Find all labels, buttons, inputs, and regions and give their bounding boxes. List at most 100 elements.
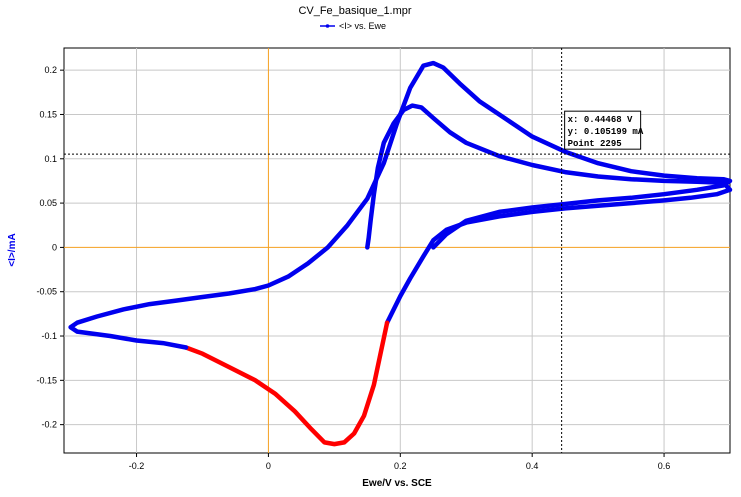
data-point	[408, 276, 412, 280]
series-line	[365, 103, 733, 325]
data-point	[728, 179, 732, 183]
y-tick-label: -0.15	[36, 375, 57, 385]
x-tick-label: 0	[266, 461, 271, 471]
data-point	[662, 192, 666, 196]
data-point	[253, 378, 257, 382]
data-point	[200, 352, 205, 356]
data-point	[444, 228, 449, 232]
y-tick-label: -0.1	[41, 331, 57, 341]
data-point	[695, 180, 699, 184]
data-point	[273, 392, 277, 396]
data-point	[148, 302, 152, 306]
data-point	[382, 161, 386, 165]
data-point	[629, 169, 633, 173]
data-point	[629, 201, 633, 205]
y-axis-ticks: 0.2 0.15 0.1 0.05 0 -0.05 -0.1 -0.15 -0.2	[36, 65, 64, 430]
data-point	[563, 170, 567, 174]
data-point	[596, 161, 600, 165]
data-point	[367, 236, 371, 241]
data-point	[563, 150, 567, 154]
data-point	[121, 307, 125, 311]
data-point	[309, 427, 313, 431]
data-point	[345, 223, 350, 227]
data-point	[372, 192, 376, 196]
data-point	[431, 245, 435, 249]
plot-frame	[63, 47, 731, 454]
legend-swatch-marker	[325, 24, 330, 28]
data-point	[728, 188, 732, 192]
data-point	[398, 294, 402, 298]
data-point	[448, 130, 452, 134]
data-point	[497, 214, 501, 218]
data-point	[563, 206, 567, 210]
data-point	[715, 192, 719, 196]
data-point	[306, 261, 310, 265]
data-point	[161, 341, 165, 345]
cursor-readout-line: y: 0.105199 mA	[568, 127, 644, 137]
cursor: x: 0.44468 V y: 0.105199 mA Point 2295	[64, 48, 730, 453]
data-point	[266, 283, 270, 288]
data-point	[477, 99, 481, 103]
data-point	[695, 176, 699, 180]
data-point	[563, 202, 567, 206]
data-point	[530, 210, 534, 214]
data-point	[293, 409, 297, 413]
data-point	[134, 338, 139, 343]
y-tick-label: -0.05	[36, 287, 57, 297]
data-point	[342, 440, 346, 444]
data-point	[421, 64, 425, 68]
data-point	[721, 183, 726, 187]
data-point	[184, 345, 188, 350]
data-point	[75, 330, 79, 334]
data-point	[108, 334, 112, 338]
data-point	[629, 177, 633, 181]
x-axis-label: Ewe/V vs. SCE	[362, 478, 432, 489]
data-point	[431, 238, 435, 242]
data-point	[596, 174, 600, 179]
data-point	[497, 210, 501, 214]
data-point	[408, 86, 412, 90]
cursor-readout-line: Point 2295	[568, 139, 622, 149]
data-point	[174, 299, 178, 303]
y-tick-label: 0	[52, 242, 57, 252]
data-point	[372, 383, 376, 387]
data-point	[410, 104, 414, 108]
data-point	[662, 198, 666, 202]
data-point	[227, 291, 231, 296]
data-point	[200, 295, 205, 299]
cursor-readout-line: x: 0.44468 V	[568, 115, 633, 125]
data-point	[464, 141, 468, 145]
data-point	[688, 196, 693, 200]
x-tick-label: 0.2	[394, 461, 407, 471]
data-point	[326, 245, 330, 249]
legend-label: <I> vs. Ewe	[339, 21, 386, 31]
data-point	[253, 287, 257, 291]
data-point	[629, 196, 633, 200]
data-point	[530, 205, 534, 210]
data-point	[95, 314, 99, 319]
y-axis-label: <I>/mA	[7, 233, 18, 266]
series-line	[183, 320, 390, 447]
data-point	[695, 188, 699, 192]
x-tick-label: 0.4	[526, 461, 539, 471]
data-point	[376, 166, 380, 170]
data-point	[395, 121, 399, 125]
data-point	[419, 105, 423, 109]
y-tick-label: 0.2	[44, 65, 57, 75]
data-point	[662, 179, 666, 183]
x-tick-label: -0.2	[129, 461, 145, 471]
data-point	[662, 174, 666, 178]
data-point	[385, 321, 389, 325]
data-point	[530, 163, 534, 167]
data-point	[596, 198, 600, 202]
chart-title: CV_Fe_basique_1.mpr	[298, 5, 411, 17]
data-point	[721, 177, 726, 181]
data-point	[75, 321, 79, 325]
y-tick-label: 0.15	[39, 109, 57, 119]
data-point	[530, 135, 534, 139]
y-tick-label: 0.05	[39, 198, 57, 208]
data-point	[69, 325, 73, 329]
data-point	[332, 442, 336, 446]
legend: <I> vs. Ewe	[320, 21, 386, 31]
